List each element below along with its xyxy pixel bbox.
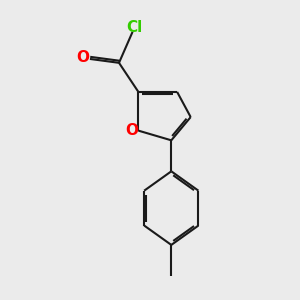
Text: Cl: Cl bbox=[126, 20, 142, 35]
Text: O: O bbox=[125, 123, 138, 138]
Text: O: O bbox=[76, 50, 89, 64]
